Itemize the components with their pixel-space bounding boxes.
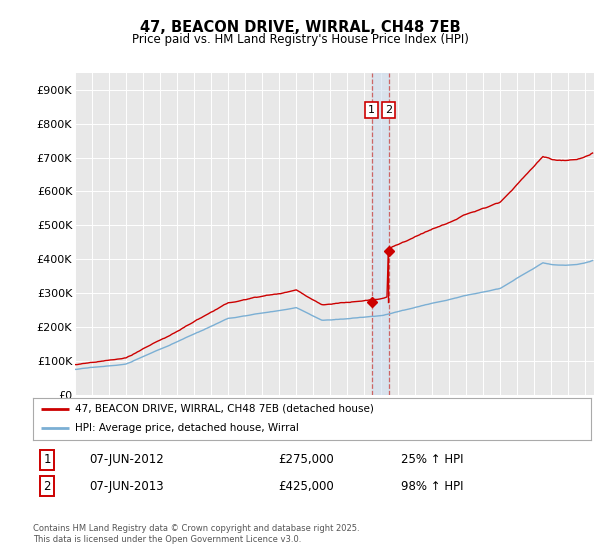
Text: 2: 2 [385,105,392,115]
Text: 47, BEACON DRIVE, WIRRAL, CH48 7EB: 47, BEACON DRIVE, WIRRAL, CH48 7EB [140,20,460,35]
Text: Price paid vs. HM Land Registry's House Price Index (HPI): Price paid vs. HM Land Registry's House … [131,33,469,46]
Text: 98% ↑ HPI: 98% ↑ HPI [401,480,464,493]
Text: 25% ↑ HPI: 25% ↑ HPI [401,453,464,466]
Text: £275,000: £275,000 [278,453,334,466]
Text: 07-JUN-2012: 07-JUN-2012 [89,453,164,466]
Text: This data is licensed under the Open Government Licence v3.0.: This data is licensed under the Open Gov… [33,535,301,544]
Text: 07-JUN-2013: 07-JUN-2013 [89,480,163,493]
Text: £425,000: £425,000 [278,480,334,493]
Text: Contains HM Land Registry data © Crown copyright and database right 2025.: Contains HM Land Registry data © Crown c… [33,524,359,533]
Text: 47, BEACON DRIVE, WIRRAL, CH48 7EB (detached house): 47, BEACON DRIVE, WIRRAL, CH48 7EB (deta… [75,404,374,414]
Bar [372,73,389,395]
Text: 1: 1 [43,453,50,466]
Text: 2: 2 [43,480,50,493]
Text: HPI: Average price, detached house, Wirral: HPI: Average price, detached house, Wirr… [75,423,299,433]
Text: 1: 1 [368,105,375,115]
